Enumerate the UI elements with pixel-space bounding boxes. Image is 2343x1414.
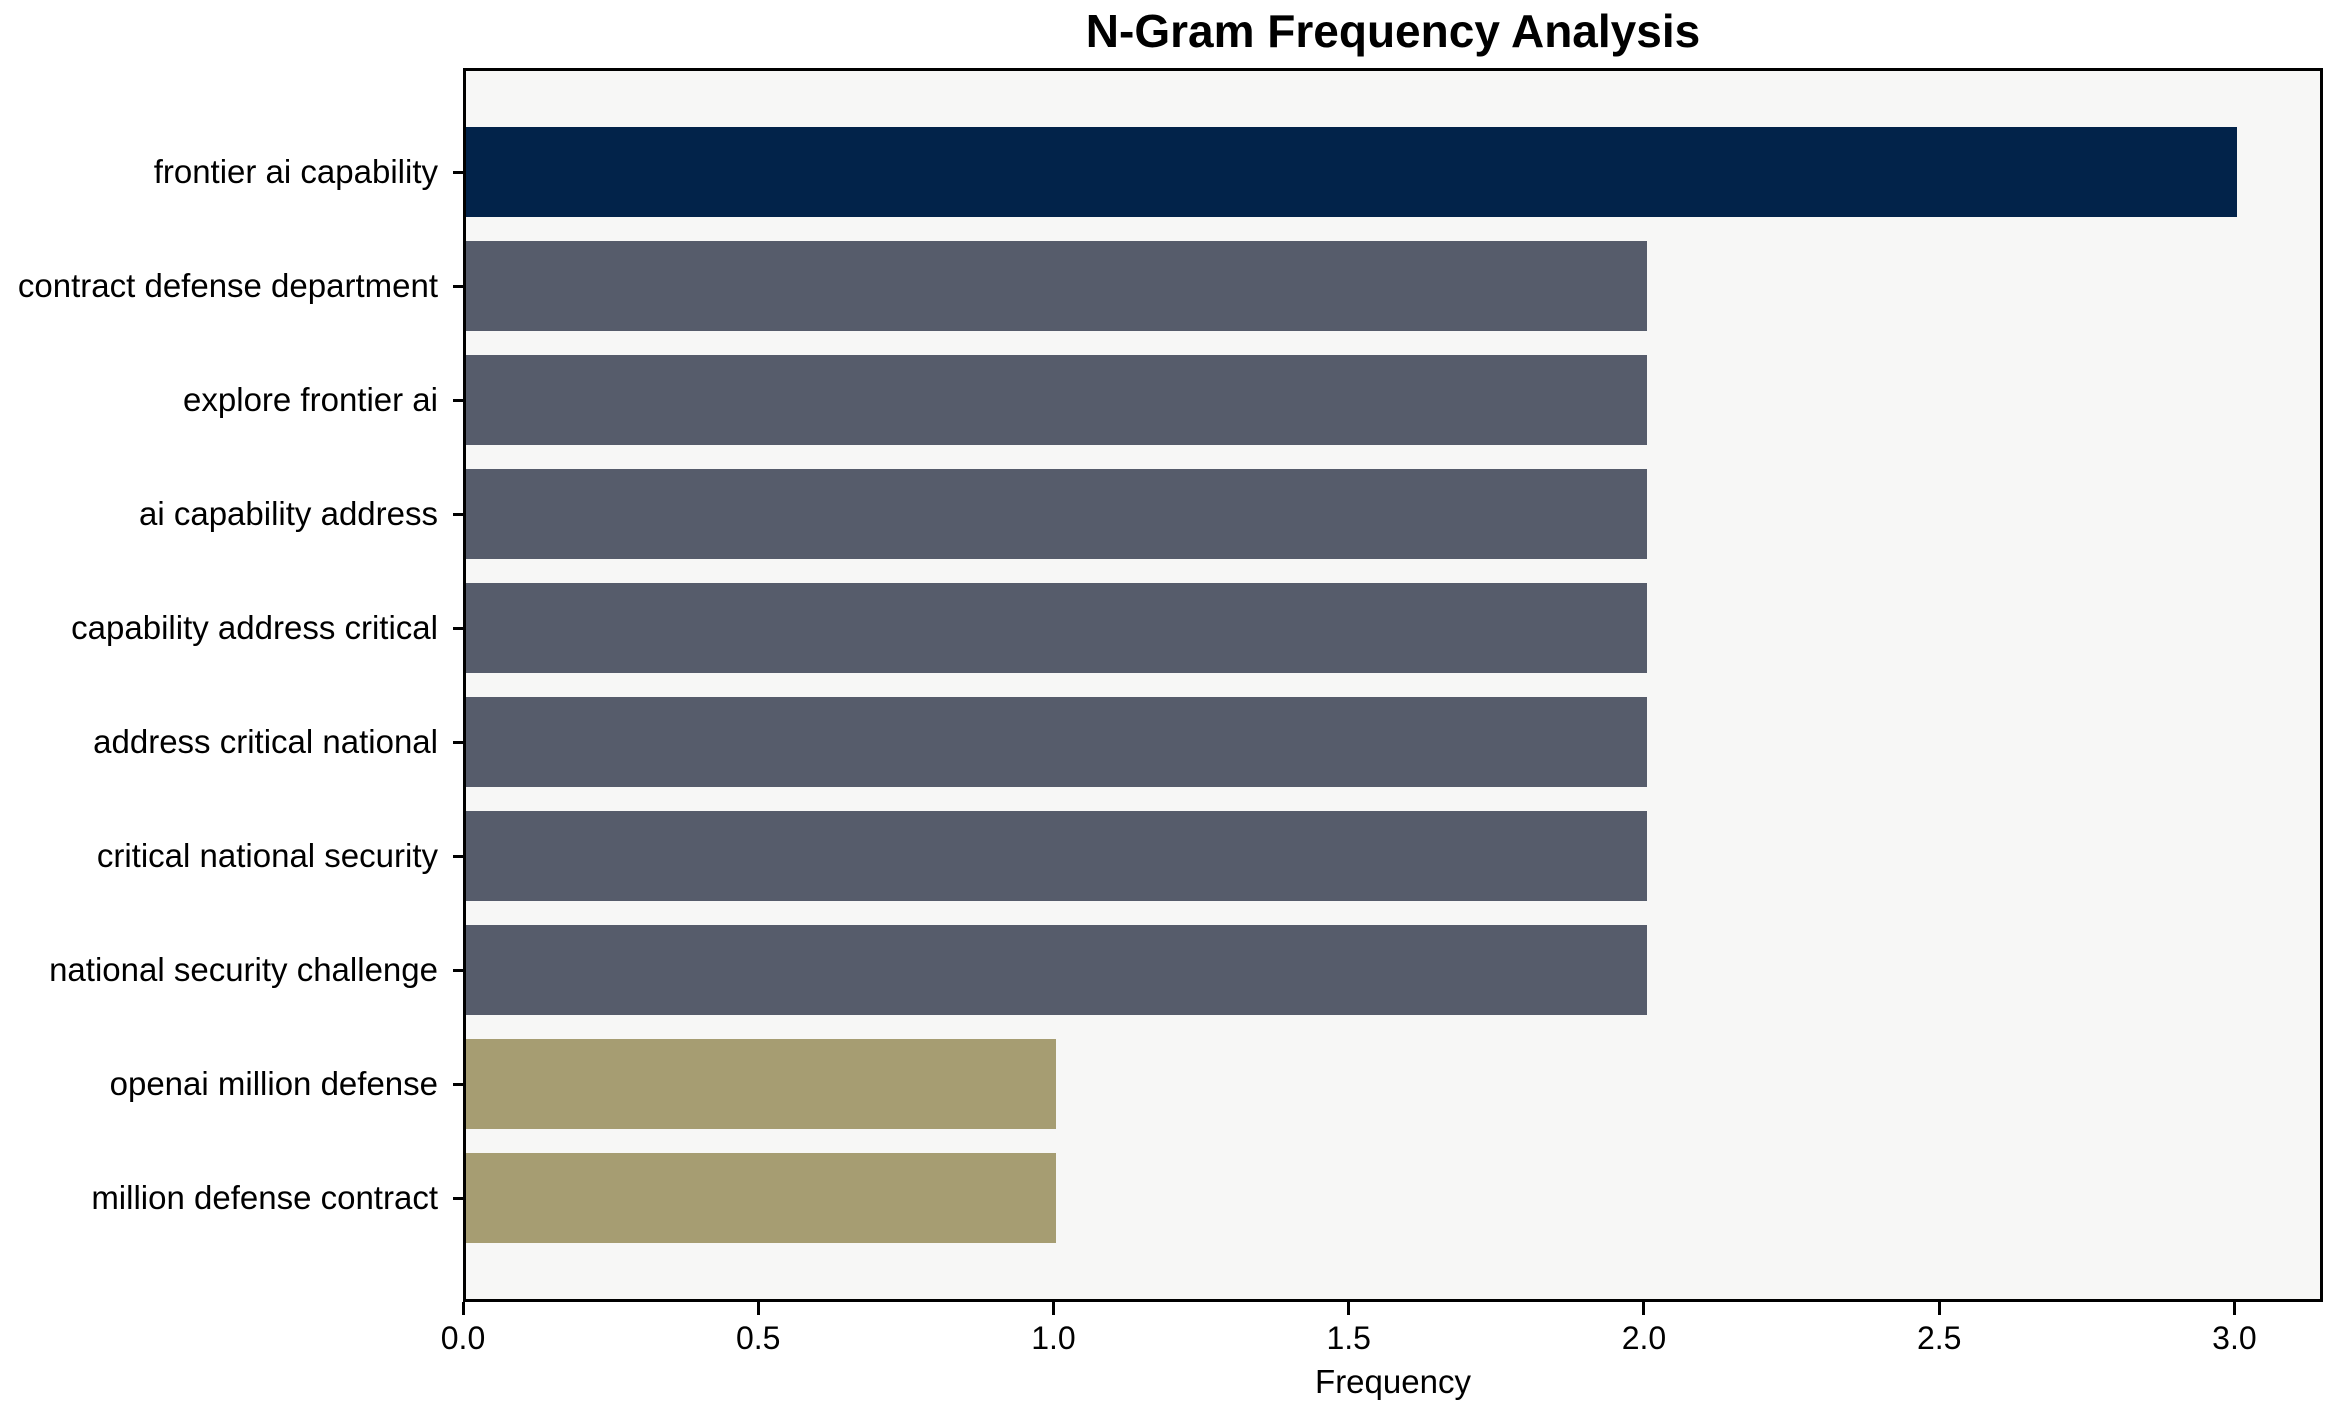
bar <box>466 241 1647 331</box>
y-tick-mark <box>453 1082 463 1086</box>
y-tick-label: openai million defense <box>109 1065 438 1102</box>
y-tick-label: million defense contract <box>91 1179 438 1216</box>
bar <box>466 925 1647 1015</box>
y-tick-mark <box>453 968 463 972</box>
bar <box>466 1039 1057 1129</box>
x-axis-title: Frequency <box>1315 1363 1471 1400</box>
bar <box>466 811 1647 901</box>
y-tick-label: frontier ai capability <box>153 153 438 190</box>
y-tick-mark <box>453 740 463 744</box>
chart-title: N-Gram Frequency Analysis <box>1085 5 1701 57</box>
x-tick-label: 0.5 <box>735 1320 781 1356</box>
y-tick-label: address critical national <box>93 723 438 760</box>
x-tick-label: 3.0 <box>2212 1320 2257 1356</box>
y-tick-mark <box>453 398 463 402</box>
y-tick-mark <box>453 854 463 858</box>
x-tick-label: 2.5 <box>1916 1320 1962 1356</box>
y-tick-label: explore frontier ai <box>183 381 438 418</box>
bar <box>466 1153 1057 1243</box>
x-tick-mark <box>461 1302 465 1315</box>
bar <box>466 697 1647 787</box>
y-tick-label: national security challenge <box>49 951 438 988</box>
y-tick-mark <box>453 512 463 516</box>
y-tick-label: capability address critical <box>71 609 438 646</box>
bar <box>466 127 2238 217</box>
x-tick-label: 1.0 <box>1031 1320 1076 1356</box>
bar <box>466 355 1647 445</box>
x-tick-label: 0.0 <box>440 1320 486 1356</box>
plot-area <box>463 68 2323 1302</box>
y-tick-label: contract defense department <box>17 267 438 304</box>
x-tick-mark <box>1347 1302 1351 1315</box>
y-tick-mark <box>453 1196 463 1200</box>
x-tick-mark <box>1051 1302 1055 1315</box>
bar <box>466 469 1647 559</box>
y-tick-mark <box>453 170 463 174</box>
x-tick-label: 1.5 <box>1326 1320 1371 1356</box>
x-tick-mark <box>756 1302 760 1315</box>
bar <box>466 583 1647 673</box>
y-tick-mark <box>453 626 463 630</box>
x-tick-label: 2.0 <box>1621 1320 1667 1356</box>
x-tick-mark <box>1937 1302 1941 1315</box>
y-tick-label: critical national security <box>96 837 438 874</box>
x-tick-mark <box>2232 1302 2236 1315</box>
y-tick-mark <box>453 284 463 288</box>
y-tick-label: ai capability address <box>139 495 438 532</box>
x-tick-mark <box>1642 1302 1646 1315</box>
